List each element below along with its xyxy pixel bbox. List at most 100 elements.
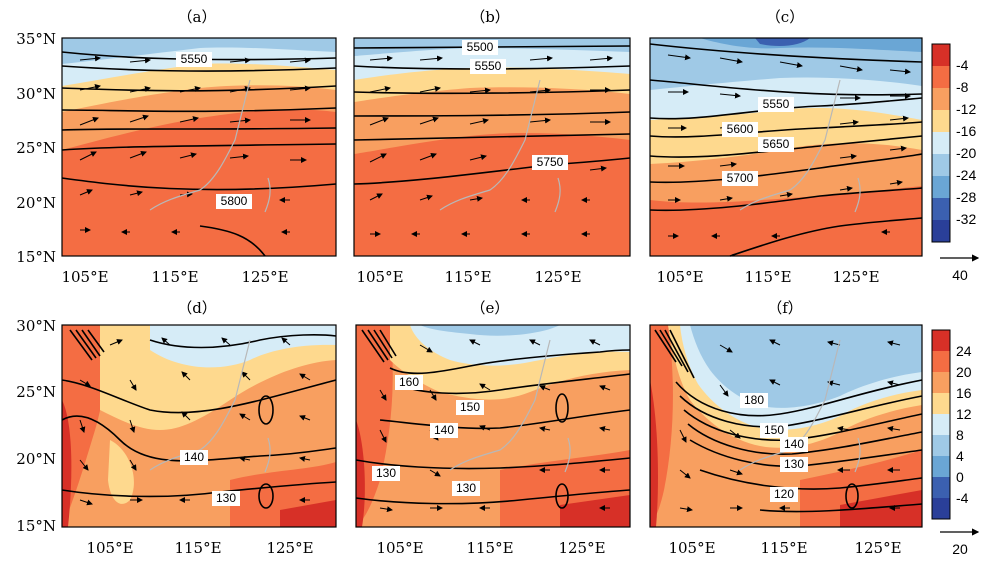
contour-label: 120 [774, 487, 794, 501]
panel-title-c: （c） [766, 8, 804, 26]
colorbar-tick-label: -32 [956, 211, 976, 227]
lon-tick-label: 125°E [832, 268, 879, 286]
contour-label-box: 120 [770, 487, 798, 502]
contour-label: 140 [434, 423, 454, 437]
panel-title-a: （a） [178, 8, 217, 26]
lon-tick-label: 125°E [534, 268, 581, 286]
lon-tick-label: 115°E [174, 539, 221, 557]
contour-label: 5550 [475, 59, 502, 73]
contour-label-box: 5750 [532, 155, 568, 170]
wind-vectors-a [79, 55, 311, 235]
lon-tick-label: 115°E [444, 268, 491, 286]
panel-title-b: （b） [470, 8, 510, 26]
wind-vectors-f [679, 339, 901, 513]
lat-axis-a: 35°N 30°N 25°N 20°N 15°N [16, 30, 56, 266]
lon-axis-e: 105°E 115°E 125°E [376, 539, 605, 557]
lat-tick-label: 30°N [16, 317, 56, 335]
contour-label-box: 150 [760, 423, 788, 438]
lon-tick-label: 115°E [760, 539, 807, 557]
panel-title-f: （f） [767, 299, 803, 317]
contour-label: 140 [184, 450, 204, 464]
colorbar-tick-label: -8 [956, 79, 969, 95]
contour-label-box: 5500 [462, 40, 498, 55]
lon-tick-label: 115°E [744, 268, 791, 286]
panel-frame-e [355, 324, 631, 528]
contour-label: 5650 [763, 137, 790, 151]
panel-frame-b [353, 37, 631, 257]
lon-tick-label: 115°E [151, 268, 198, 286]
lat-tick-label: 15°N [16, 517, 56, 535]
contour-label-box: 140 [180, 450, 208, 465]
panel-frame-c [649, 37, 923, 257]
lon-axis-d: 105°E 115°E 125°E [86, 539, 313, 557]
temperature-field-f [650, 325, 922, 527]
coastline-e [449, 339, 571, 473]
panel-c: （c） [649, 8, 923, 286]
contour-label: 5500 [467, 40, 494, 54]
contour-label: 5800 [221, 194, 248, 208]
contour-label: 130 [456, 481, 476, 495]
panel-d: （d） [16, 299, 337, 557]
reference-vector-label: 40 [952, 267, 968, 283]
contour-label-box: 140 [780, 437, 808, 452]
contour-label: 160 [399, 375, 419, 389]
contour-label-box: 5650 [758, 137, 794, 152]
panel-a: （a） [16, 8, 337, 286]
coastline-d [149, 339, 271, 473]
coastline-a [149, 79, 271, 213]
panel-frame-a [61, 37, 337, 257]
lon-tick-label: 105°E [668, 539, 715, 557]
lat-tick-label: 35°N [16, 30, 56, 48]
lon-axis-a: 105°E 115°E 125°E [61, 268, 288, 286]
lon-tick-label: 105°E [656, 268, 703, 286]
contour-label: 150 [764, 423, 784, 437]
colorbar-tick-label: -4 [956, 490, 969, 506]
colorbar-tick-label: -4 [956, 57, 969, 73]
temperature-field-d [62, 325, 336, 527]
colorbar-tick-label: -24 [956, 167, 976, 183]
lon-axis-f: 105°E 115°E 125°E [668, 539, 901, 557]
panel-frame-d [61, 324, 337, 528]
contour-label: 140 [784, 437, 804, 451]
lon-tick-label: 105°E [376, 539, 423, 557]
colorbar-tick-label: 24 [956, 343, 972, 359]
lon-tick-label: 125°E [558, 539, 605, 557]
contour-label-box: 150 [456, 400, 484, 415]
panel-title-e: （e） [471, 299, 510, 317]
contour-label-box: 5600 [722, 122, 758, 137]
reference-vector-bottom: 20 [940, 528, 980, 557]
contour-label: 180 [744, 393, 764, 407]
contour-label: 5600 [727, 122, 754, 136]
contour-label-box: 5800 [216, 194, 252, 209]
colorbar-tick-label: -12 [956, 101, 976, 117]
contour-label: 5700 [727, 171, 754, 185]
lat-tick-label: 15°N [16, 248, 56, 266]
wind-vectors-d [79, 337, 311, 506]
contour-label: 5550 [181, 52, 208, 66]
contour-label-box: 140 [430, 423, 458, 438]
contour-label-box: 130 [780, 457, 808, 472]
contour-label: 130 [784, 457, 804, 471]
lon-tick-label: 105°E [86, 539, 133, 557]
colorbar-tick-label: -20 [956, 145, 976, 161]
lon-tick-label: 125°E [266, 539, 313, 557]
panel-f: （f） [649, 299, 923, 557]
coastline-f [739, 339, 861, 473]
contour-label-box: 180 [740, 393, 768, 408]
colorbar-tick-label: 0 [956, 469, 964, 485]
lat-tick-label: 30°N [16, 85, 56, 103]
temperature-field-b [354, 38, 630, 256]
lat-tick-label: 20°N [16, 450, 56, 468]
colorbar-tick-label: 16 [956, 385, 972, 401]
colorbar-tick-label: -28 [956, 189, 976, 205]
lat-axis-d: 30°N 25°N 20°N 15°N [16, 317, 56, 535]
contour-label: 130 [216, 491, 236, 505]
contour-label-box: 130 [452, 481, 480, 496]
colorbar-tick-label: 12 [956, 406, 972, 422]
colorbar-tick-label: 20 [956, 364, 972, 380]
coastline-c [739, 79, 861, 213]
panel-e: （e） [355, 299, 631, 557]
lon-axis-c: 105°E 115°E 125°E [656, 268, 879, 286]
contour-label-box: 5700 [722, 171, 758, 186]
